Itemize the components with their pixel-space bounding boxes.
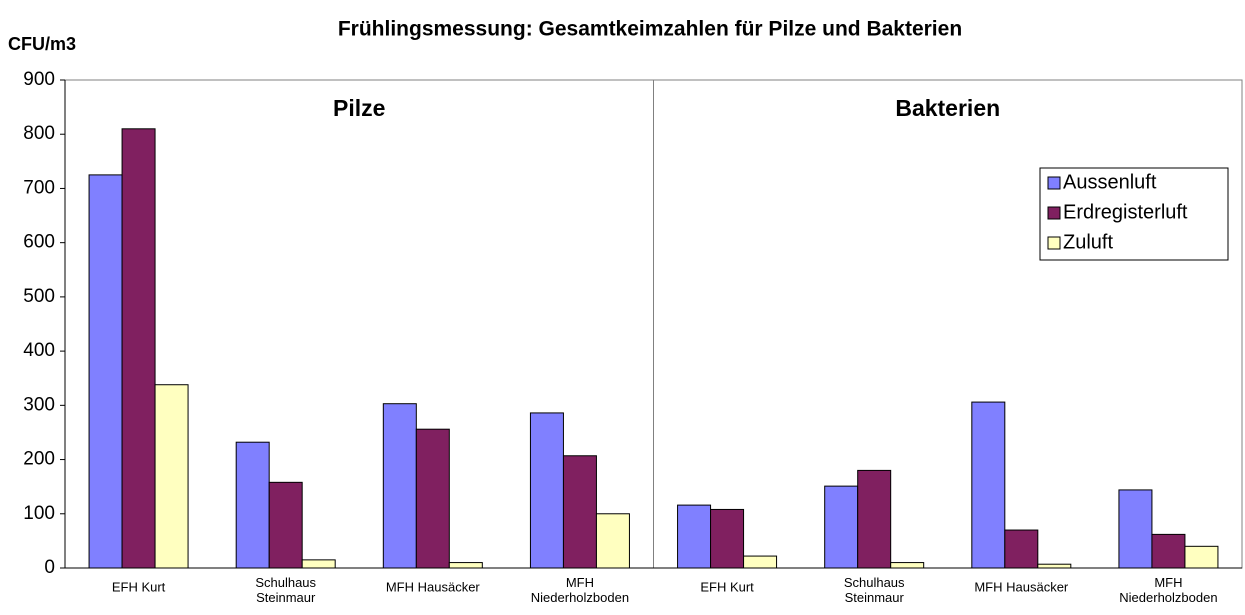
bar: [1004, 529, 1039, 569]
group-label: Pilze: [333, 95, 385, 121]
legend-box: [1039, 167, 1229, 261]
x-tick-label: MFH Niederholzboden: [1119, 575, 1217, 605]
legend-label: Zuluft: [1063, 231, 1113, 253]
legend-swatch: [1047, 236, 1061, 250]
bar: [890, 562, 925, 569]
bar: [529, 412, 564, 569]
y-axis-label: CFU/m3: [8, 34, 76, 54]
bar: [743, 555, 778, 569]
group-label: Bakterien: [895, 95, 1000, 121]
x-tick-label: EFH Kurt: [112, 579, 166, 594]
legend-swatch: [1047, 176, 1061, 190]
x-tick-label: MFH Hausäcker: [386, 579, 481, 594]
bar: [154, 384, 189, 569]
y-tick-label: 0: [44, 557, 55, 578]
y-tick-label: 800: [23, 123, 55, 144]
y-tick-label: 300: [23, 394, 55, 415]
y-tick-label: 600: [23, 232, 55, 253]
legend-label: Erdregisterluft: [1063, 201, 1188, 223]
x-tick-label: Schulhaus Steinmaur: [255, 575, 316, 605]
bar: [1037, 563, 1072, 569]
y-tick-label: 400: [23, 340, 55, 361]
x-tick-label: Schulhaus Steinmaur: [844, 575, 905, 605]
bar: [121, 128, 156, 569]
bar: [1118, 489, 1153, 569]
bar: [415, 428, 450, 569]
bar: [235, 441, 270, 569]
bar: [971, 401, 1006, 569]
bar: [710, 508, 745, 569]
bar: [1184, 545, 1219, 569]
x-tick-label: MFH Hausäcker: [974, 579, 1069, 594]
chart-title: Frühlingsmessung: Gesamtkeimzahlen für P…: [338, 18, 962, 41]
bar: [677, 504, 712, 569]
bar: [824, 485, 859, 569]
legend-swatch: [1047, 206, 1061, 220]
bar: [857, 469, 892, 569]
legend-label: Aussenluft: [1063, 171, 1157, 193]
bar: [448, 562, 483, 569]
y-tick-label: 500: [23, 286, 55, 307]
bar: [1151, 533, 1186, 569]
y-tick-label: 100: [23, 503, 55, 524]
y-tick-label: 900: [23, 69, 55, 90]
bar: [88, 174, 123, 569]
bar: [562, 455, 597, 569]
bar: [301, 559, 336, 569]
bar: [595, 513, 630, 569]
y-tick-label: 700: [23, 177, 55, 198]
x-tick-label: MFH Niederholzboden: [531, 575, 629, 605]
y-tick-label: 200: [23, 449, 55, 470]
bar: [268, 481, 303, 569]
bar: [382, 403, 417, 569]
x-tick-label: EFH Kurt: [700, 579, 754, 594]
